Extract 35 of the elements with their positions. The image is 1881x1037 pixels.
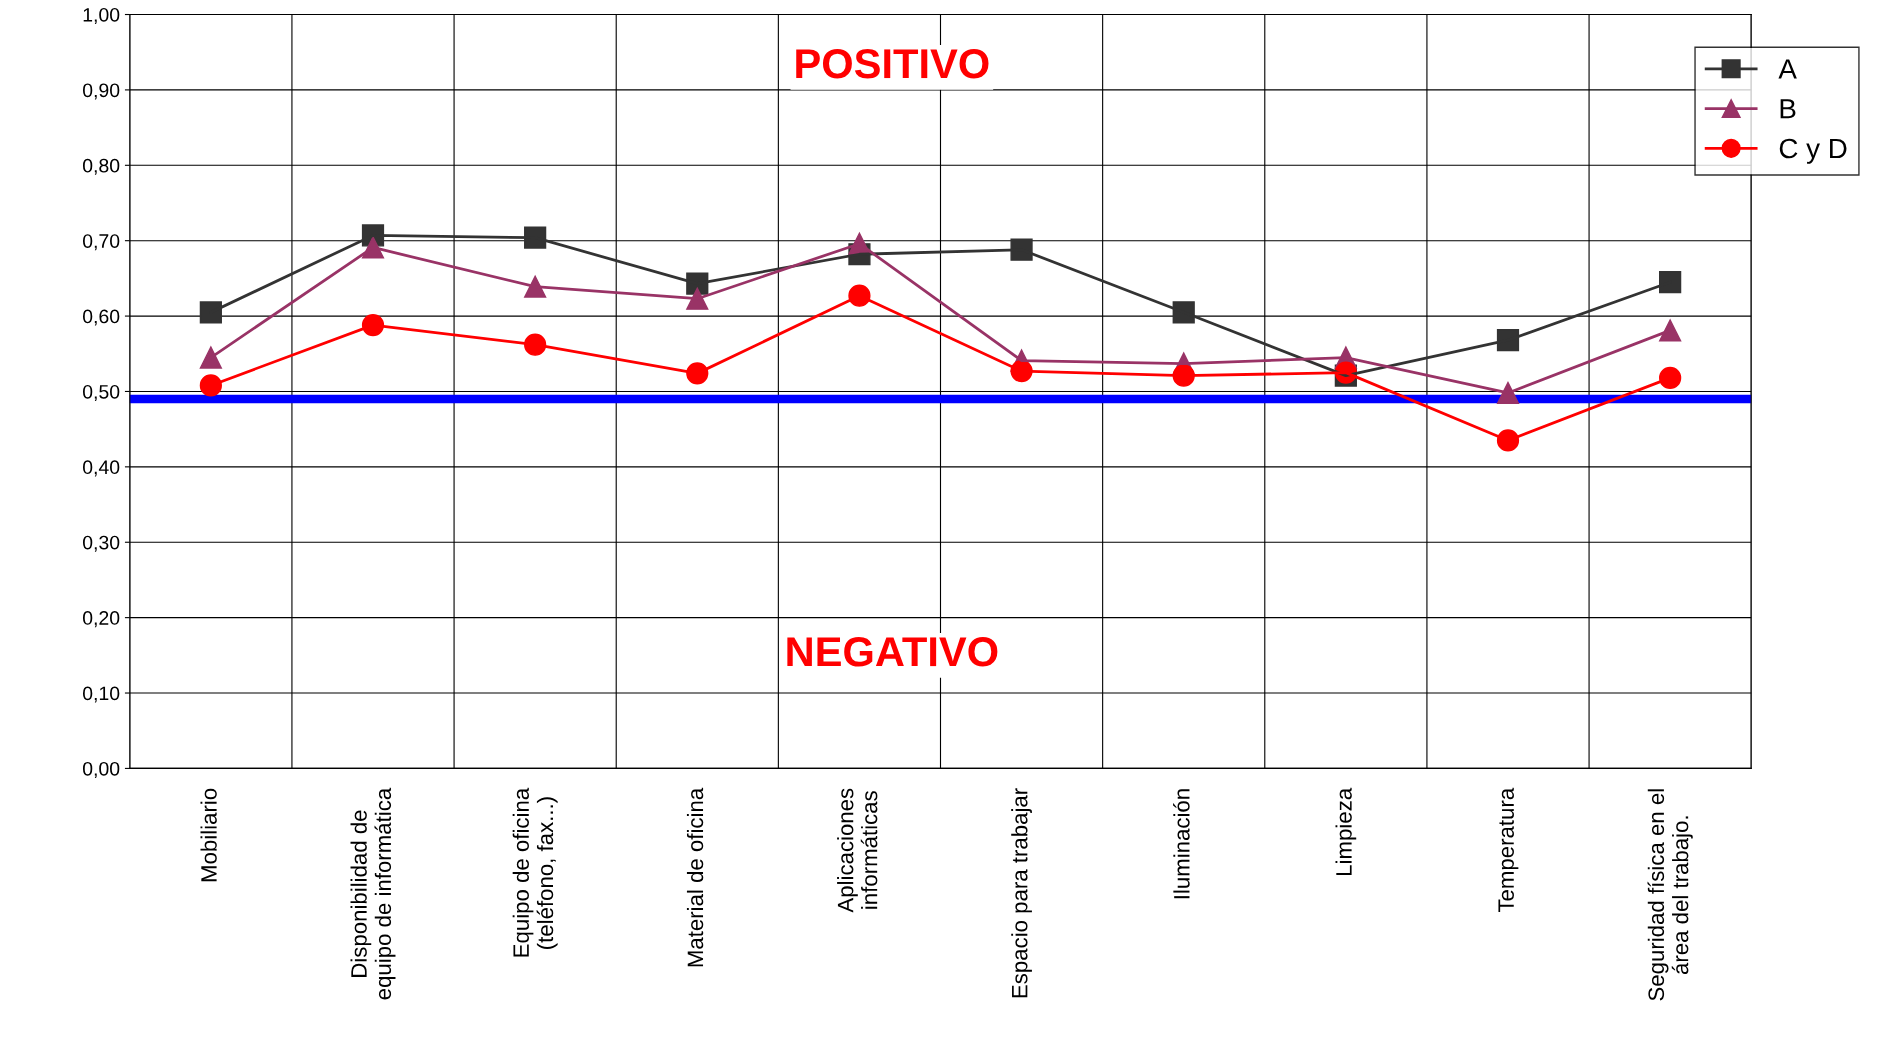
x-tick-label: Iluminación bbox=[1173, 789, 1190, 899]
x-tick-label: Espacio para trabajar bbox=[1011, 788, 1032, 998]
y-tick-label: 0,50 bbox=[82, 384, 120, 401]
point bbox=[1659, 271, 1682, 294]
x-tick-label: Temperatura bbox=[1498, 787, 1519, 913]
y-tick-label: 1,00 bbox=[83, 7, 120, 25]
annotation: NEGATIVO bbox=[787, 637, 998, 667]
y-tick-label: 0,70 bbox=[82, 234, 120, 251]
point bbox=[524, 275, 547, 298]
y-tick-label: 0,20 bbox=[82, 611, 120, 628]
point bbox=[1659, 319, 1682, 342]
x-tick-label: Seguridad física en el área del trabajo. bbox=[1647, 789, 1693, 1001]
point bbox=[1659, 366, 1682, 390]
x-tick-label: Limpieza bbox=[1335, 787, 1357, 875]
x-tick-label: Disponibilidad de equipo de informática bbox=[350, 787, 396, 1000]
y-tick-label: 0,30 bbox=[82, 535, 120, 552]
legend-label: B bbox=[1780, 99, 1796, 119]
annotation: POSITIVO bbox=[796, 48, 989, 79]
y-tick-label: 0,90 bbox=[82, 83, 120, 100]
x-tick-label: Material de oficina bbox=[686, 787, 704, 967]
y-tick-label: 0,00 bbox=[82, 761, 120, 778]
point bbox=[199, 346, 222, 369]
x-tick-label: Equipo de oficina (teléfono, fax...) bbox=[512, 787, 558, 957]
point bbox=[686, 287, 709, 310]
point bbox=[199, 301, 222, 324]
y-tick-label: 0,40 bbox=[82, 460, 120, 477]
x-tick-label: Mobiliario bbox=[200, 788, 217, 882]
y-tick-label: 0,10 bbox=[82, 686, 120, 703]
legend-label: A bbox=[1778, 59, 1797, 79]
y-tick-label: 0,60 bbox=[82, 309, 120, 326]
point bbox=[199, 374, 222, 397]
y-tick-label: 0,80 bbox=[82, 158, 120, 175]
x-tick-label: Aplicaciones informáticas bbox=[837, 788, 878, 913]
point bbox=[1010, 238, 1033, 261]
legend-label: C y D bbox=[1779, 138, 1847, 164]
